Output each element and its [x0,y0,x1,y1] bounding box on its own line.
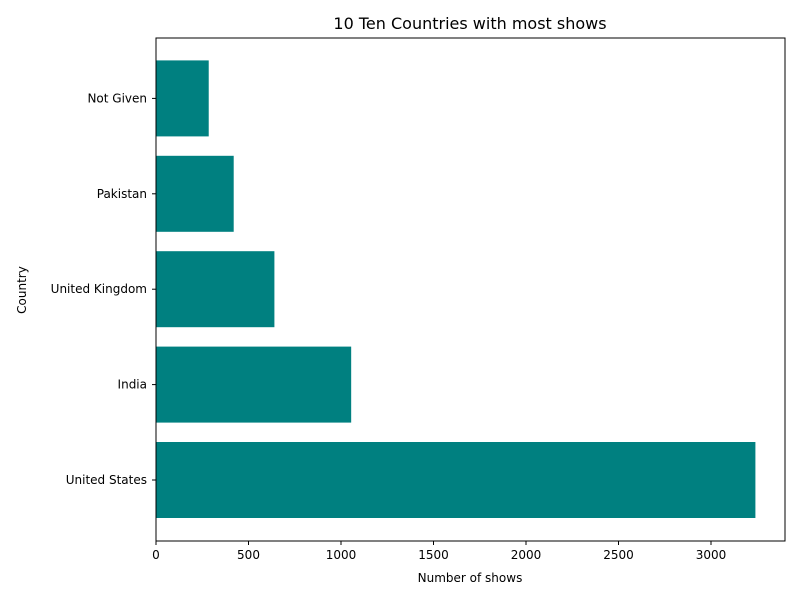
x-tick-label: 2000 [511,548,542,562]
chart-title: 10 Ten Countries with most shows [333,14,606,33]
x-tick-label: 1500 [418,548,449,562]
x-tick-label: 2500 [603,548,634,562]
x-axis-label: Number of shows [418,571,523,585]
x-axis-ticks: 0 500 1000 1500 2000 2500 3000 [152,541,726,562]
bar-pakistan [156,155,234,232]
bar-not-given [156,60,209,137]
y-tick-label: Pakistan [97,187,147,201]
plot-frame [155,37,786,542]
y-tick-label: United Kingdom [51,282,147,296]
y-tick-label: India [118,378,147,392]
y-tick-label: United States [66,473,147,487]
x-tick-label: 1000 [326,548,357,562]
bar-united-states [156,442,756,518]
y-axis-ticks: United States India United Kingdom Pakistan… [51,91,156,487]
bar-india [156,346,352,423]
y-tick-label: Not Given [87,91,147,105]
bar-united-kingdom [156,251,275,328]
bars-group [156,60,756,518]
x-tick-label: 0 [152,548,160,562]
y-axis-label: Country [15,266,29,314]
x-tick-label: 500 [237,548,260,562]
x-tick-label: 3000 [696,548,727,562]
